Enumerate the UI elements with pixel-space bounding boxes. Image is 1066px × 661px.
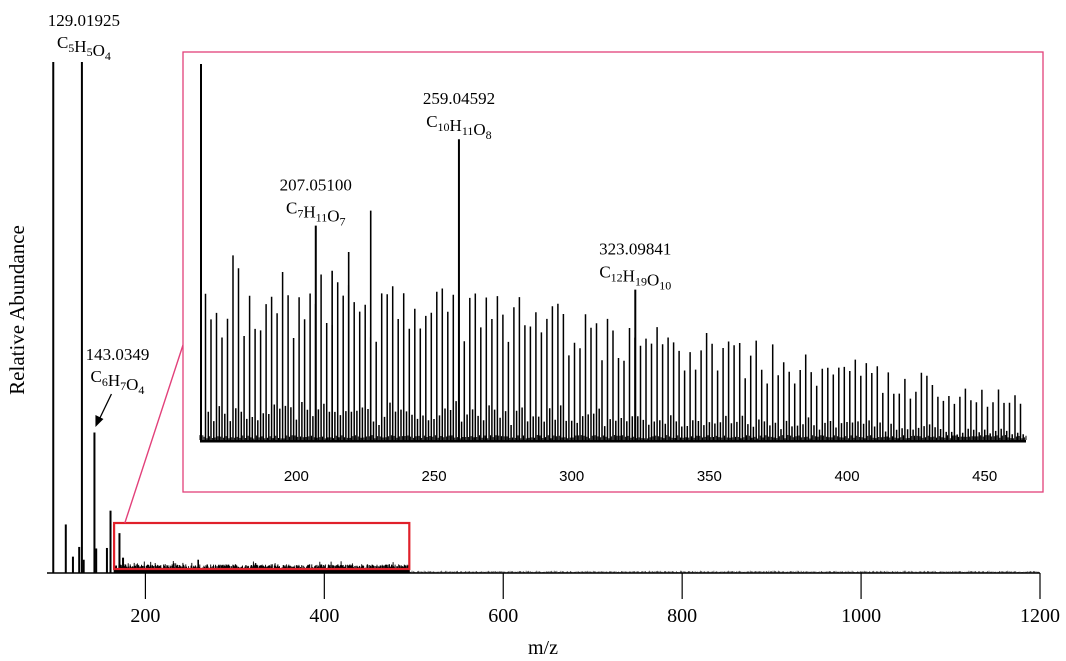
main-peak-forest	[113, 560, 410, 574]
peak-formula-label: C5H5O4	[57, 33, 111, 63]
peak-formula-label: C6H7O4	[90, 367, 144, 397]
inset-x-axis	[200, 440, 1026, 443]
inset-x-tick-label: 250	[422, 468, 447, 485]
main-x-tick-label: 400	[309, 605, 339, 627]
main-y-axis-label: Relative Abundance	[5, 225, 29, 395]
main-x-tick-label: 600	[488, 605, 518, 627]
main-x-axis-label: m/z	[528, 637, 558, 659]
main-x-tick-label: 200	[130, 605, 160, 627]
inset-x-tick-label: 450	[972, 468, 997, 485]
main-x-ticks: 200 400 600 800 1000 1200	[130, 573, 1060, 627]
peak-mz-label: 143.0349	[86, 345, 150, 364]
inset-peaks	[199, 64, 1027, 443]
inset-x-ticks: 200 250 300 350 400 450	[284, 468, 997, 485]
annotation-arrowhead	[95, 415, 104, 427]
main-x-tick-label: 1000	[841, 605, 881, 627]
inset-peak-formula-label: C10H11O8	[426, 112, 491, 142]
inset-peak-formula-label: C12H19O10	[599, 263, 671, 293]
main-x-tick-label: 1200	[1020, 605, 1060, 627]
inset-peak-annotations: 207.05100 C7H11O7 259.04592 C10H11O8 323.098…	[280, 89, 671, 440]
inset-peak-formula-label: C7H11O7	[286, 199, 345, 229]
zoom-connector-line	[124, 344, 184, 524]
annotation-arrow	[97, 393, 113, 422]
inset-peak-mz-label: 259.04592	[423, 89, 495, 108]
inset-plot: 200 250 300 350 400 450 207.05100 C7H11O7 259.0…	[182, 51, 1044, 493]
inset-peak-mz-label: 323.09841	[599, 240, 671, 259]
inset-x-tick-label: 200	[284, 468, 309, 485]
inset-x-tick-label: 350	[697, 468, 722, 485]
inset-x-tick-label: 300	[559, 468, 584, 485]
main-plot: 200 400 600 800 1000 1200 m/z Relative Abunda…	[5, 11, 1060, 659]
inset-peak-mz-label: 207.05100	[280, 176, 352, 195]
main-x-tick-label: 800	[667, 605, 697, 627]
main-peak-annotations: 129.01925 C5H5O4 143.0349 C6H7O4	[48, 11, 150, 427]
inset-peak-series	[204, 255, 1024, 440]
zoom-region-box	[112, 521, 411, 571]
peak-mz-label: 129.01925	[48, 11, 120, 30]
inset-x-tick-label: 400	[835, 468, 860, 485]
